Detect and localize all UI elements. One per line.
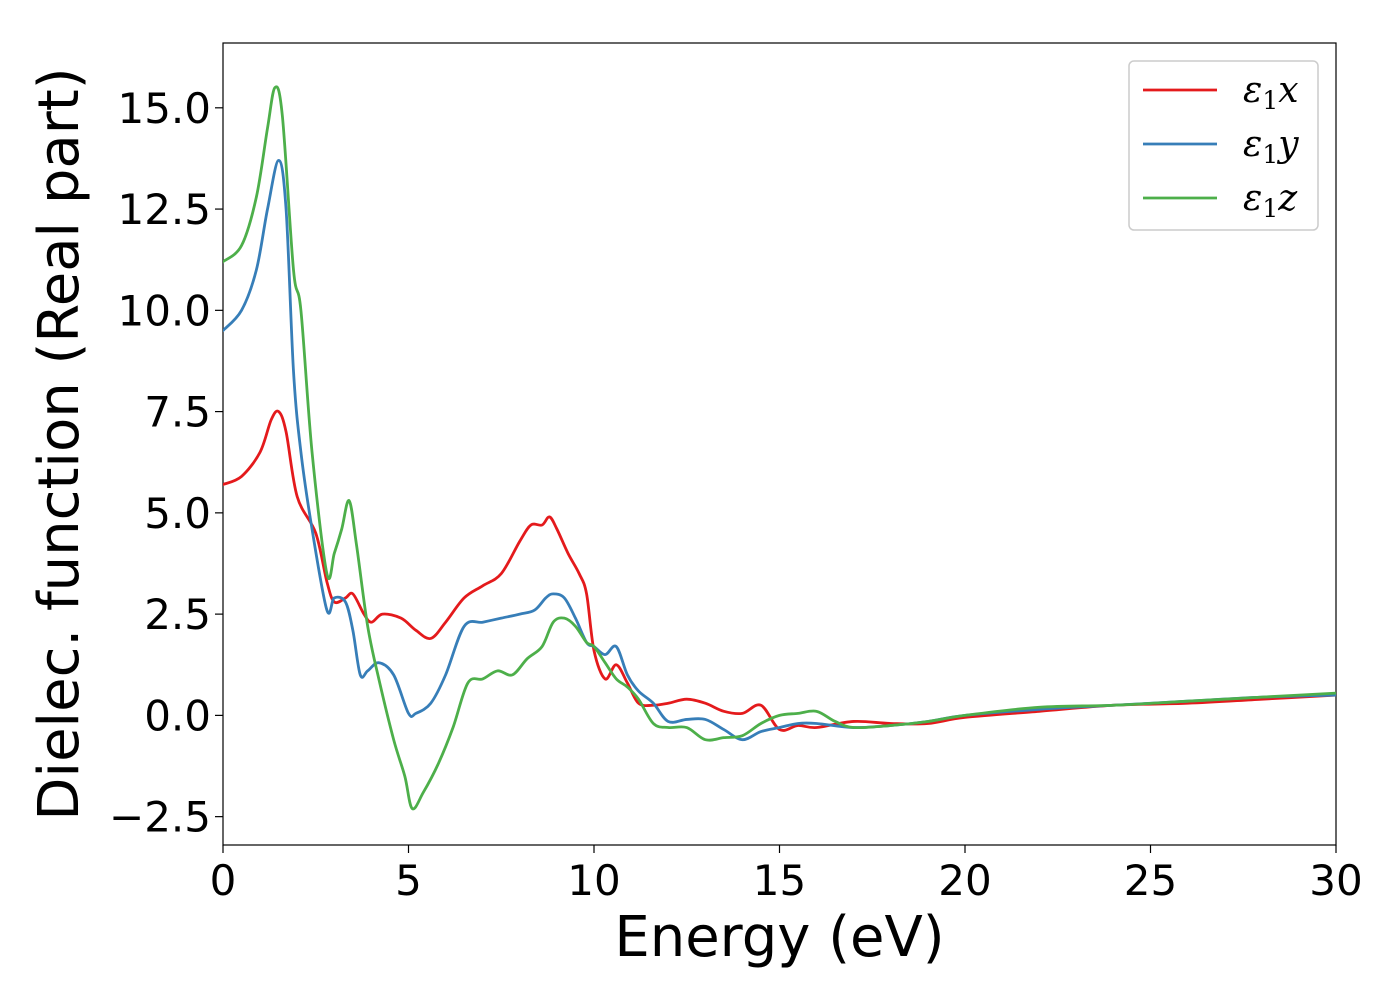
x-tick-label: 0: [210, 856, 237, 905]
y-axis-label: Dielec. function (Real part): [27, 67, 92, 820]
y-tick-label: 7.5: [144, 388, 211, 437]
series-layer: [223, 85, 1336, 811]
x-tick-label: 10: [567, 856, 620, 905]
x-axis-label: Energy (eV): [614, 905, 944, 970]
y-axis: −2.5 0.0 2.5 5.0 7.5 10.0 12.5 15.0: [109, 84, 223, 842]
x-tick-label: 30: [1309, 856, 1362, 905]
series-line-z: [223, 85, 1336, 811]
x-tick-label: 20: [938, 856, 991, 905]
series-line-y: [223, 159, 1336, 742]
series-line-x: [223, 409, 1336, 732]
x-tick-label: 5: [395, 856, 422, 905]
legend-box: [1128, 60, 1319, 231]
y-tick-label: 5.0: [144, 489, 211, 538]
y-tick-label: 10.0: [117, 286, 211, 335]
legend: ε1x ε1y ε1z: [1128, 60, 1319, 231]
y-tick-label: 15.0: [117, 84, 211, 133]
y-tick-label: 12.5: [117, 185, 211, 234]
x-tick-label: 25: [1124, 856, 1177, 905]
x-tick-label: 15: [753, 856, 806, 905]
y-tick-label: −2.5: [109, 793, 211, 842]
legend-label-z: ε1z: [1243, 178, 1298, 223]
legend-label-x: ε1x: [1243, 70, 1299, 115]
y-tick-label: 2.5: [144, 590, 211, 639]
y-tick-label: 0.0: [144, 691, 211, 740]
legend-label-y: ε1y: [1243, 124, 1299, 169]
x-axis: 0 5 10 15 20 25 30: [210, 845, 1363, 905]
